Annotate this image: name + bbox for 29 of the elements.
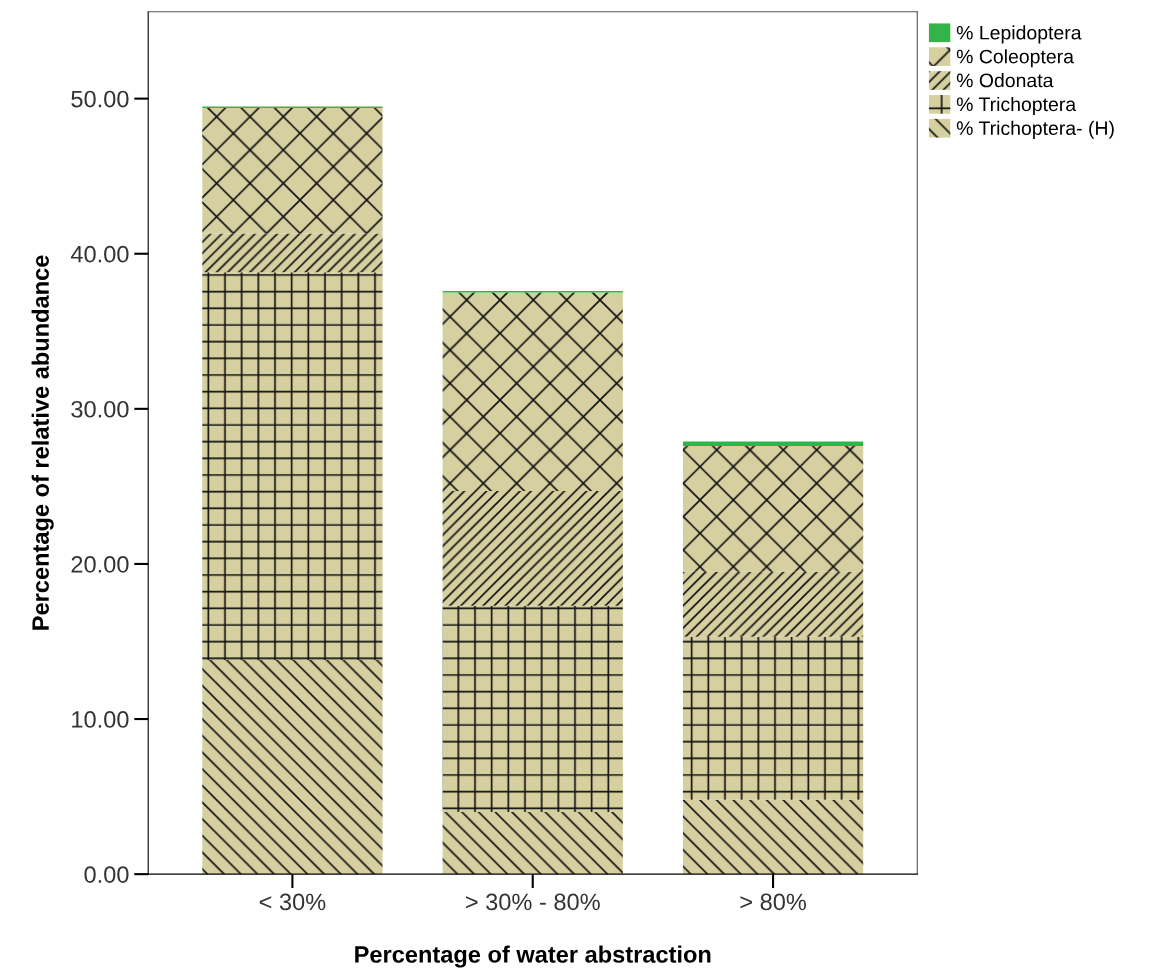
x-axis-title: Percentage of water abstraction [355, 945, 711, 968]
bar [682, 799, 864, 875]
bar [442, 605, 623, 813]
legend-label: % Trichoptera- (H) [956, 120, 1114, 139]
bar [202, 233, 383, 273]
bar [202, 660, 383, 875]
y-tick-label: 40.00 [70, 245, 129, 263]
bar [442, 812, 623, 875]
legend-label: % Trichoptera [956, 96, 1077, 116]
x-tick-label: > 80% [740, 893, 807, 911]
y-tick-label: 20.00 [71, 556, 129, 573]
y-tick-label: 50.00 [71, 90, 129, 108]
bar [442, 491, 623, 606]
bar [682, 571, 864, 637]
legend-label: % Coleoptera [956, 49, 1074, 68]
bar [442, 292, 623, 492]
y-axis-title: Percentage of relative abundance [31, 255, 54, 630]
x-tick-label: < 30% [259, 893, 326, 911]
bar [202, 107, 383, 234]
bar [682, 636, 864, 800]
x-tick-label: > 30% - 80% [465, 893, 600, 911]
bar [682, 446, 864, 572]
legend-label: % Odonata [956, 73, 1054, 88]
bar [682, 441, 864, 447]
y-tick-label: 30.00 [71, 400, 129, 418]
legend-label: % Lepidoptera [956, 25, 1082, 44]
y-tick-label: 0.00 [84, 866, 129, 883]
y-tick-label: 10.00 [72, 711, 129, 728]
bar [202, 272, 383, 661]
